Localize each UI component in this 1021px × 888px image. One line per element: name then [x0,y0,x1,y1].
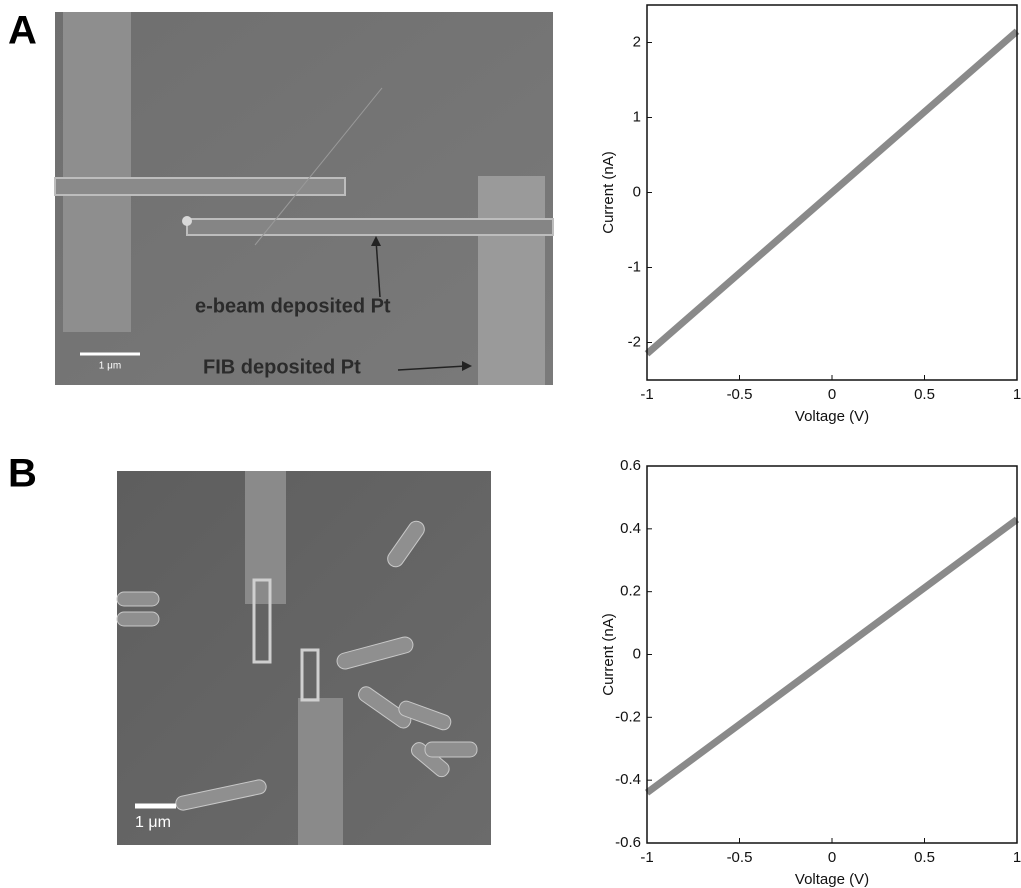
x-tick-label: -1 [640,386,653,403]
sem-image: 1 μm [117,471,491,845]
x-tick-label: 0.5 [914,849,935,866]
y-tick-label: 0.6 [620,457,641,474]
bacterium [117,592,159,606]
x-tick-label: 0 [828,386,836,403]
annotation: FIB deposited Pt [203,356,361,378]
y-tick-label: -1 [628,258,641,275]
x-tick-label: 1 [1013,386,1021,403]
electrode [478,176,545,385]
y-tick-label: 2 [633,33,641,50]
electrode [245,471,286,604]
bacterium [425,742,477,757]
figure: A B e-beam deposited Pt FIB deposited Pt… [0,0,1021,888]
y-tick-label: 1 [633,108,641,125]
y-tick-label: -2 [628,333,641,350]
x-tick-label: 0 [828,849,836,866]
particle [182,216,192,226]
wire [187,219,553,235]
electrode [63,12,131,332]
y-axis-title: Current (nA) [600,151,617,234]
electrode [298,698,343,845]
x-tick-label: 0.5 [914,386,935,403]
y-tick-label: 0.4 [620,520,641,537]
iv-curve [647,31,1017,354]
bacterium [117,612,159,626]
y-tick-label: -0.6 [615,834,641,851]
scale-label: 1 μm [135,814,171,831]
x-axis-title: Voltage (V) [795,408,869,425]
x-tick-label: -0.5 [727,386,753,403]
scale-label: 1 μm [99,361,121,372]
y-tick-label: 0.2 [620,583,641,600]
x-axis-title: Voltage (V) [795,871,869,888]
x-tick-label: -1 [640,849,653,866]
panel-label: A [8,9,37,53]
x-tick-label: -0.5 [727,849,753,866]
x-tick-label: 1 [1013,849,1021,866]
y-tick-label: -0.4 [615,771,641,788]
panel-label: B [8,452,37,496]
sem-image: e-beam deposited Pt FIB deposited Pt 1 μ… [55,12,553,385]
iv-curve [647,519,1017,792]
y-tick-label: -0.2 [615,708,641,725]
y-tick-label: 0 [633,183,641,200]
y-tick-label: 0 [633,645,641,662]
y-axis-title: Current (nA) [600,613,617,696]
annotation: e-beam deposited Pt [195,295,391,317]
wire [55,178,345,195]
